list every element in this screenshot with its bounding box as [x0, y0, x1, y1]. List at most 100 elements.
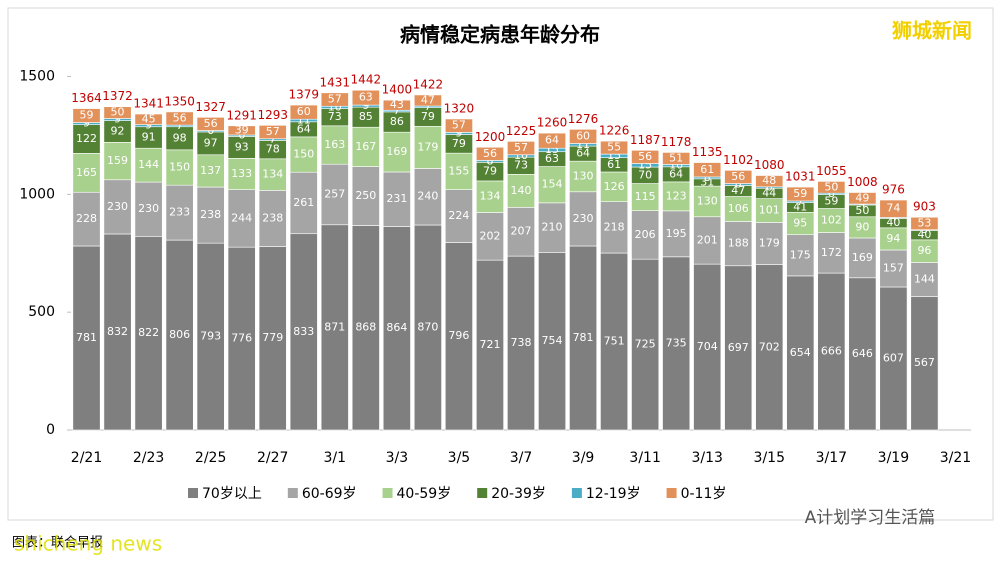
segment-label: 134 — [479, 190, 500, 203]
segment-label: 751 — [604, 335, 625, 348]
segment-label: 43 — [390, 98, 404, 111]
bar-segment — [910, 296, 939, 431]
legend-swatch — [287, 488, 298, 498]
segment-label: 63 — [545, 152, 559, 165]
bar-segment — [476, 180, 504, 213]
segment-label: 233 — [169, 206, 190, 219]
segment-label: 134 — [262, 168, 283, 181]
segment-label: 776 — [231, 332, 252, 345]
segment-label: 822 — [138, 326, 159, 339]
segment-label: 175 — [790, 248, 811, 261]
total-label: 1080 — [754, 158, 785, 172]
segment-label: 8 — [486, 154, 493, 167]
segment-label: 9 — [83, 117, 90, 130]
bar-segment — [196, 242, 225, 431]
segment-label: 155 — [448, 164, 469, 177]
segment-label: 781 — [76, 331, 97, 344]
segment-label: 833 — [293, 325, 314, 338]
footer-watermark: shicheng news — [14, 532, 162, 556]
segment-label: 8 — [735, 177, 742, 190]
bar-segment — [538, 202, 566, 253]
bar-segment — [569, 245, 598, 431]
bar-segment — [165, 149, 194, 186]
bar-segment — [289, 136, 318, 173]
bar-segment — [320, 125, 349, 165]
segment-label: 44 — [762, 186, 776, 199]
segment-label: 150 — [293, 148, 314, 161]
segment-label: 94 — [886, 232, 900, 245]
segment-label: 144 — [914, 272, 935, 285]
segment-label: 9 — [145, 119, 152, 132]
bar-segment — [507, 255, 535, 431]
segment-label: 95 — [793, 216, 807, 229]
segment-label: 796 — [448, 329, 469, 342]
bar-segment — [724, 196, 753, 222]
total-label: 1327 — [195, 100, 226, 114]
bar-segment — [134, 113, 163, 125]
total-label: 1178 — [661, 135, 692, 149]
segment-label: 201 — [697, 233, 718, 246]
account: A计划学习生活篇 — [805, 508, 936, 528]
segment-label: 115 — [635, 190, 656, 203]
legend-label: 20-39岁 — [491, 486, 546, 502]
segment-label: 56 — [483, 147, 497, 160]
segment-label: 224 — [448, 209, 469, 222]
bar-segment — [165, 111, 194, 126]
segment-label: 79 — [483, 165, 497, 178]
bar-segment — [413, 94, 442, 107]
total-label: 1008 — [847, 175, 878, 189]
segment-label: 57 — [514, 141, 528, 154]
bar-segment — [134, 147, 163, 183]
segment-label: 738 — [511, 336, 532, 349]
segment-label: 167 — [355, 140, 376, 153]
segment-label: 73 — [328, 110, 342, 123]
total-label: 1102 — [723, 153, 754, 167]
segment-label: 195 — [666, 227, 687, 240]
segment-label: 654 — [790, 346, 811, 359]
bar-segment — [600, 201, 629, 254]
legend-label: 60-69岁 — [302, 486, 357, 502]
total-label: 976 — [882, 183, 905, 197]
segment-label: 63 — [359, 91, 373, 104]
bar-segment — [662, 210, 691, 258]
segment-label: 133 — [231, 167, 252, 180]
segment-label: 231 — [386, 192, 407, 205]
total-label: 903 — [913, 200, 936, 214]
bar-segment — [569, 160, 598, 193]
segment-label: 61 — [607, 158, 621, 171]
segment-label: 250 — [355, 189, 376, 202]
bar-segment — [786, 234, 815, 277]
segment-label: 240 — [417, 190, 438, 203]
x-tick-label: 3/1 — [324, 450, 347, 466]
bar-segment — [476, 259, 504, 431]
legend-label: 40-59岁 — [397, 486, 452, 502]
bar-segment — [382, 226, 411, 431]
bar-segment — [103, 233, 132, 431]
legend-swatch — [666, 488, 677, 498]
total-label: 1442 — [351, 73, 382, 87]
segment-label: 9 — [114, 113, 121, 126]
segment-label: 7 — [269, 133, 276, 146]
x-tick-label: 3/3 — [386, 450, 409, 466]
bar-segment — [103, 179, 132, 235]
legend-swatch — [571, 488, 582, 498]
segment-label: 140 — [511, 184, 532, 197]
x-tick-label: 3/19 — [878, 450, 909, 466]
bar-segment — [693, 185, 722, 218]
segment-label: 179 — [759, 237, 780, 250]
segment-label: 172 — [821, 246, 842, 259]
segment-label: 228 — [76, 212, 97, 225]
segment-label: 48 — [762, 174, 776, 187]
bar-segment — [103, 106, 132, 119]
bar-segment — [165, 239, 194, 431]
total-label: 1422 — [413, 77, 444, 91]
bar-segment — [289, 104, 318, 120]
segment-label: 697 — [728, 341, 749, 354]
bar-segment — [72, 245, 101, 431]
bar-segment — [724, 170, 753, 184]
segment-label: 188 — [728, 237, 749, 250]
segment-label: 704 — [697, 340, 718, 353]
x-tick-label: 3/15 — [754, 450, 785, 466]
segment-label: 56 — [731, 170, 745, 183]
